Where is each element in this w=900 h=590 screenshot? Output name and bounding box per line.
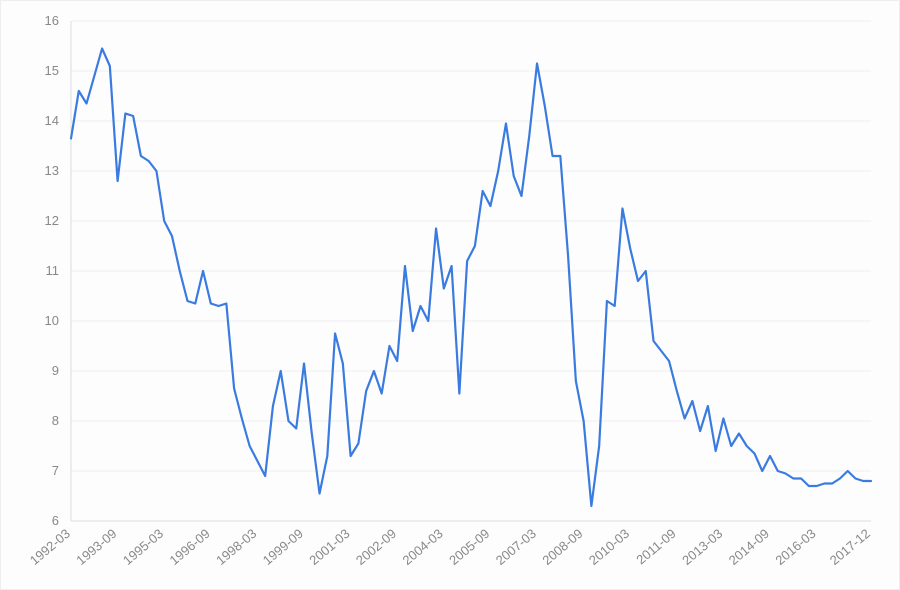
x-tick-label: 2008-09 (539, 526, 585, 568)
y-tick-label: 15 (45, 63, 59, 78)
x-tick-label: 1996-09 (167, 526, 213, 568)
y-tick-label: 11 (46, 263, 60, 278)
x-tick-label: 1993-09 (73, 526, 119, 568)
x-tick-label: 2004-03 (400, 526, 446, 568)
x-tick-label: 1992-03 (27, 526, 73, 568)
x-tick-label: 1998-03 (213, 526, 259, 568)
x-tick-label: 2017-12 (827, 526, 873, 568)
x-tick-label: 1999-09 (260, 526, 306, 568)
chart-svg: 6789101112131415161992-031993-091995-031… (1, 1, 900, 590)
x-tick-label: 1995-03 (120, 526, 166, 568)
x-tick-label: 2001-03 (306, 526, 352, 568)
y-tick-label: 14 (45, 113, 59, 128)
x-tick-label: 2016-03 (772, 526, 818, 568)
x-tick-label: 2011-09 (633, 526, 678, 568)
y-tick-label: 6 (52, 513, 59, 528)
y-tick-label: 12 (45, 213, 59, 228)
x-tick-label: 2002-09 (353, 526, 399, 568)
x-tick-label: 2013-03 (679, 526, 725, 568)
y-tick-label: 16 (45, 13, 59, 28)
line-chart: 6789101112131415161992-031993-091995-031… (0, 0, 900, 590)
series-line (71, 49, 871, 507)
y-tick-label: 9 (52, 363, 59, 378)
x-tick-label: 2005-09 (446, 526, 492, 568)
x-tick-label: 2014-09 (726, 526, 772, 568)
y-tick-label: 10 (45, 313, 59, 328)
x-tick-label: 2007-03 (493, 526, 539, 568)
y-tick-label: 13 (45, 163, 59, 178)
y-tick-label: 7 (52, 463, 59, 478)
y-tick-label: 8 (52, 413, 59, 428)
x-tick-label: 2010-03 (586, 526, 632, 568)
